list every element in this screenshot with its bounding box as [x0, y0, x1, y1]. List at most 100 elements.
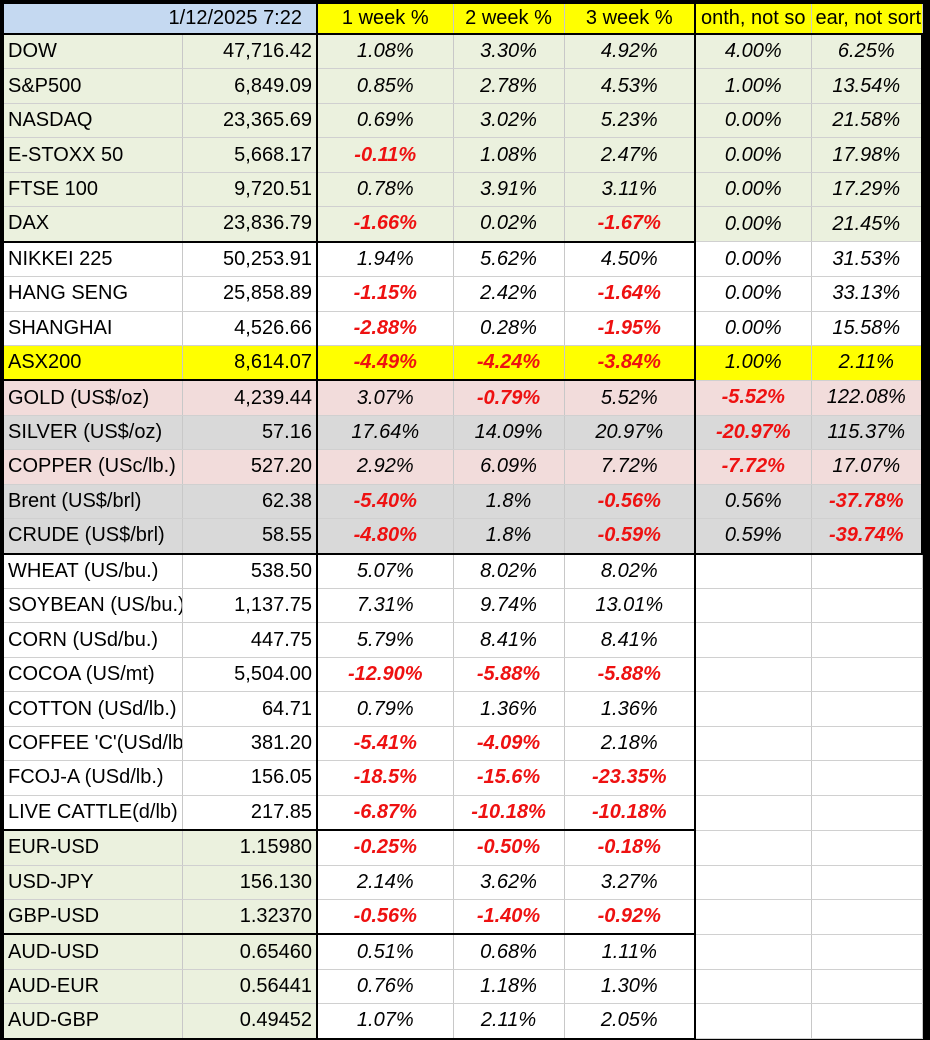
- pct-cell-w1[interactable]: 2.92%: [317, 449, 454, 485]
- pct-cell-w3[interactable]: 2.47%: [564, 137, 696, 173]
- pct-cell-w1[interactable]: 0.76%: [317, 969, 454, 1005]
- pct-cell-m[interactable]: [695, 865, 812, 900]
- instrument-name-cell[interactable]: AUD-USD: [4, 934, 183, 970]
- header-3-week[interactable]: 3 week %: [564, 4, 696, 35]
- pct-cell-w2[interactable]: 2.11%: [453, 1003, 565, 1040]
- pct-cell-w3[interactable]: 1.11%: [564, 934, 696, 970]
- pct-cell-m[interactable]: [695, 691, 812, 727]
- pct-cell-w3[interactable]: 1.36%: [564, 691, 696, 727]
- price-cell[interactable]: 23,836.79: [182, 206, 318, 243]
- pct-cell-w1[interactable]: 1.94%: [317, 241, 454, 278]
- price-cell[interactable]: 58.55: [182, 518, 318, 555]
- pct-cell-y[interactable]: [811, 622, 923, 658]
- pct-cell-m[interactable]: 1.00%: [695, 345, 812, 381]
- pct-cell-y[interactable]: 13.54%: [811, 68, 923, 104]
- pct-cell-m[interactable]: [695, 1003, 812, 1040]
- price-cell[interactable]: 1,137.75: [182, 588, 318, 624]
- pct-cell-m[interactable]: -5.52%: [695, 380, 812, 416]
- instrument-name-cell[interactable]: AUD-EUR: [4, 969, 183, 1005]
- instrument-name-cell[interactable]: COTTON (USd/lb.): [4, 691, 183, 727]
- instrument-name-cell[interactable]: FTSE 100: [4, 172, 183, 208]
- instrument-name-cell[interactable]: COFFEE 'C'(USd/lb.: [4, 726, 183, 762]
- pct-cell-m[interactable]: -7.72%: [695, 449, 812, 485]
- pct-cell-w3[interactable]: -23.35%: [564, 760, 696, 796]
- pct-cell-y[interactable]: -37.78%: [811, 484, 923, 520]
- pct-cell-m[interactable]: 0.00%: [695, 172, 812, 208]
- pct-cell-w1[interactable]: -5.40%: [317, 484, 454, 520]
- pct-cell-w3[interactable]: 2.05%: [564, 1003, 696, 1040]
- price-cell[interactable]: 156.05: [182, 760, 318, 796]
- pct-cell-y[interactable]: [811, 553, 923, 589]
- pct-cell-m[interactable]: 0.00%: [695, 241, 812, 278]
- pct-cell-w2[interactable]: 5.62%: [453, 241, 565, 278]
- pct-cell-y[interactable]: [811, 934, 923, 970]
- pct-cell-w2[interactable]: 3.91%: [453, 172, 565, 208]
- pct-cell-w1[interactable]: 17.64%: [317, 415, 454, 451]
- pct-cell-y[interactable]: [811, 969, 923, 1005]
- pct-cell-w2[interactable]: -1.40%: [453, 899, 565, 936]
- pct-cell-w1[interactable]: -6.87%: [317, 795, 454, 832]
- pct-cell-y[interactable]: 21.58%: [811, 103, 923, 139]
- pct-cell-y[interactable]: [811, 899, 923, 935]
- pct-cell-y[interactable]: 21.45%: [811, 206, 923, 243]
- price-cell[interactable]: 47,716.42: [182, 34, 318, 70]
- pct-cell-w1[interactable]: 0.78%: [317, 172, 454, 208]
- instrument-name-cell[interactable]: EUR-USD: [4, 830, 183, 866]
- pct-cell-w1[interactable]: -5.41%: [317, 726, 454, 762]
- price-cell[interactable]: 381.20: [182, 726, 318, 762]
- price-cell[interactable]: 0.65460: [182, 934, 318, 970]
- instrument-name-cell[interactable]: WHEAT (US/bu.): [4, 553, 183, 589]
- pct-cell-w1[interactable]: -0.25%: [317, 830, 454, 866]
- pct-cell-w2[interactable]: -4.09%: [453, 726, 565, 762]
- pct-cell-w3[interactable]: 2.18%: [564, 726, 696, 762]
- pct-cell-w1[interactable]: 2.14%: [317, 865, 454, 900]
- instrument-name-cell[interactable]: SOYBEAN (US/bu.): [4, 588, 183, 624]
- pct-cell-w3[interactable]: 8.02%: [564, 553, 696, 589]
- pct-cell-y[interactable]: 15.58%: [811, 311, 923, 346]
- price-cell[interactable]: 1.32370: [182, 899, 318, 936]
- instrument-name-cell[interactable]: COPPER (USc/lb.): [4, 449, 183, 485]
- pct-cell-w3[interactable]: 1.30%: [564, 969, 696, 1005]
- pct-cell-w2[interactable]: 6.09%: [453, 449, 565, 485]
- instrument-name-cell[interactable]: Brent (US$/brl): [4, 484, 183, 520]
- pct-cell-y[interactable]: [811, 657, 923, 693]
- pct-cell-w1[interactable]: 0.85%: [317, 68, 454, 104]
- pct-cell-w3[interactable]: -0.92%: [564, 899, 696, 936]
- instrument-name-cell[interactable]: HANG SENG: [4, 276, 183, 312]
- pct-cell-m[interactable]: [695, 795, 812, 831]
- pct-cell-y[interactable]: [811, 1003, 923, 1040]
- pct-cell-m[interactable]: [695, 830, 812, 866]
- pct-cell-y[interactable]: [811, 588, 923, 624]
- pct-cell-w2[interactable]: 1.8%: [453, 484, 565, 520]
- price-cell[interactable]: 1.15980: [182, 830, 318, 866]
- pct-cell-w3[interactable]: -0.18%: [564, 830, 696, 866]
- instrument-name-cell[interactable]: SHANGHAI: [4, 311, 183, 346]
- pct-cell-w1[interactable]: -4.49%: [317, 345, 454, 382]
- pct-cell-m[interactable]: 0.56%: [695, 484, 812, 520]
- price-cell[interactable]: 5,668.17: [182, 137, 318, 173]
- instrument-name-cell[interactable]: USD-JPY: [4, 865, 183, 900]
- pct-cell-y[interactable]: 17.07%: [811, 449, 923, 485]
- pct-cell-y[interactable]: [811, 726, 923, 762]
- pct-cell-y[interactable]: 17.29%: [811, 172, 923, 208]
- instrument-name-cell[interactable]: S&P500: [4, 68, 183, 104]
- pct-cell-w2[interactable]: 3.30%: [453, 34, 565, 70]
- instrument-name-cell[interactable]: FCOJ-A (USd/lb.): [4, 760, 183, 796]
- instrument-name-cell[interactable]: DAX: [4, 206, 183, 243]
- price-cell[interactable]: 5,504.00: [182, 657, 318, 693]
- price-cell[interactable]: 50,253.91: [182, 241, 318, 278]
- pct-cell-w1[interactable]: -12.90%: [317, 657, 454, 693]
- pct-cell-m[interactable]: 1.00%: [695, 68, 812, 104]
- price-cell[interactable]: 0.56441: [182, 969, 318, 1005]
- header-1-week[interactable]: 1 week %: [317, 4, 454, 35]
- price-cell[interactable]: 156.130: [182, 865, 318, 900]
- instrument-name-cell[interactable]: NIKKEI 225: [4, 241, 183, 278]
- pct-cell-w1[interactable]: 1.08%: [317, 34, 454, 70]
- price-cell[interactable]: 0.49452: [182, 1003, 318, 1040]
- pct-cell-w2[interactable]: 8.02%: [453, 553, 565, 589]
- instrument-name-cell[interactable]: NASDAQ: [4, 103, 183, 139]
- price-cell[interactable]: 6,849.09: [182, 68, 318, 104]
- pct-cell-y[interactable]: 2.11%: [811, 345, 923, 381]
- pct-cell-m[interactable]: -20.97%: [695, 415, 812, 451]
- pct-cell-y[interactable]: [811, 865, 923, 900]
